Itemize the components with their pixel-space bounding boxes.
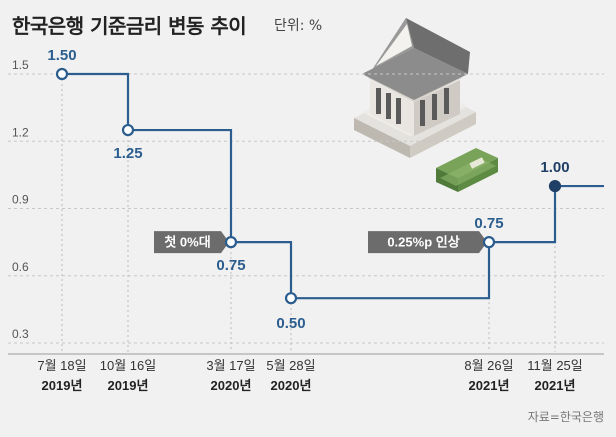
y-tick-label: 0.6 <box>12 260 29 274</box>
x-tick-year: 2019년 <box>42 378 83 393</box>
y-axis-ticks: 1.5 1.2 0.9 0.6 0.3 <box>12 58 29 341</box>
x-axis-ticks: 7월 18일 2019년 10월 16일 2019년 3월 17일 2020년 5월 28일… <box>8 353 604 393</box>
x-tick-year: 2020년 <box>271 378 312 393</box>
x-tick-date: 8월 26일 <box>464 358 513 373</box>
rate-series-line <box>62 72 604 300</box>
chart-title: 한국은행 기준금리 변동 추이 <box>12 14 247 38</box>
x-tick-date: 5월 28일 <box>266 358 315 373</box>
annotations: 첫 0%대 0.25%p 인상 <box>154 231 487 254</box>
y-tick-label: 1.2 <box>12 125 29 139</box>
unit-label: 단위: % <box>274 18 323 34</box>
annotation-callout: 0.25%p 인상 <box>368 231 487 254</box>
y-tick-label: 1.5 <box>12 58 29 72</box>
data-point <box>284 292 298 305</box>
data-point <box>224 236 238 249</box>
data-label: 1.50 <box>47 47 76 64</box>
x-tick-year: 2020년 <box>211 378 252 393</box>
y-tick-label: 0.3 <box>12 327 29 341</box>
x-tick-year: 2021년 <box>535 378 576 393</box>
annotation-box <box>368 231 487 254</box>
data-label: 1.00 <box>540 159 569 176</box>
x-tick-date: 10월 16일 <box>100 358 156 373</box>
grid-lines <box>8 73 604 344</box>
data-point <box>482 236 496 249</box>
data-label: 0.75 <box>474 215 503 232</box>
x-tick-date: 3월 17일 <box>206 358 255 373</box>
x-tick-year: 2019년 <box>108 378 149 393</box>
money-stack-icon <box>436 148 498 192</box>
data-point <box>121 123 135 137</box>
x-tick-date: 7월 18일 <box>37 358 86 373</box>
bank-building-icon <box>354 18 498 192</box>
annotation-text: 첫 0%대 <box>164 235 210 250</box>
annotation-text: 0.25%p 인상 <box>387 235 459 250</box>
x-tick-date: 11월 25일 <box>527 358 583 373</box>
data-label: 1.25 <box>113 145 142 162</box>
data-point <box>55 67 69 81</box>
source-label: 자료=한국은행 <box>527 410 604 424</box>
data-label: 0.50 <box>276 315 305 332</box>
data-points: 1.50 1.25 0.75 0.50 0.75 1.00 <box>47 47 569 332</box>
annotation-box <box>154 231 229 254</box>
data-label: 0.75 <box>216 257 245 274</box>
date-guide-lines <box>61 74 556 352</box>
data-point <box>548 179 562 193</box>
y-tick-label: 0.9 <box>12 193 29 207</box>
annotation-callout: 첫 0%대 <box>154 231 229 254</box>
x-tick-year: 2021년 <box>469 378 510 393</box>
